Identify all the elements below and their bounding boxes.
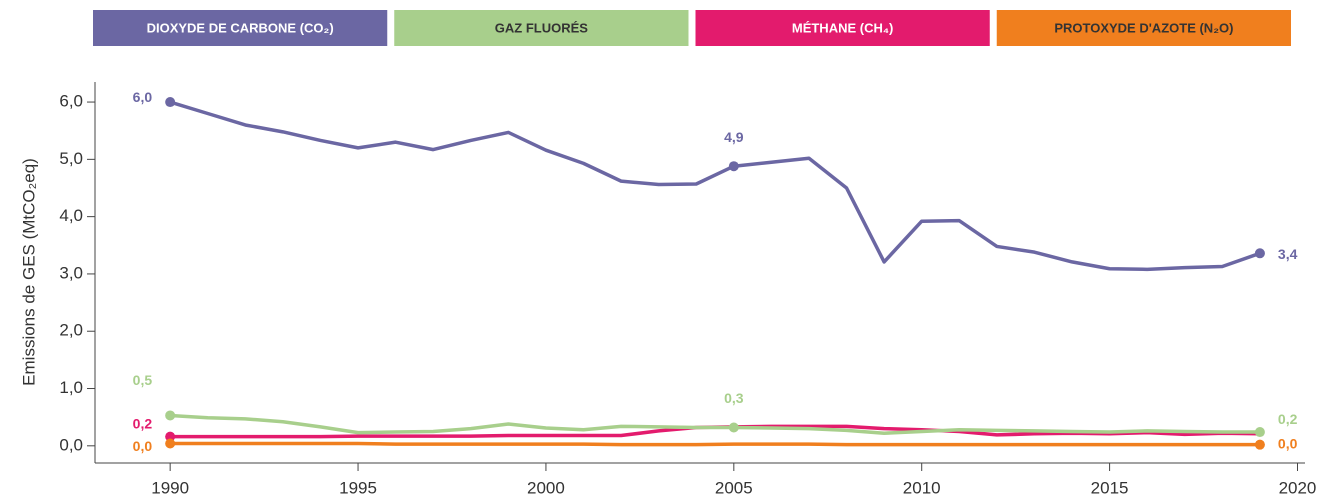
legend-label: MÉTHANE (CH₄)	[792, 20, 894, 35]
value-label: 0,5	[133, 372, 153, 388]
y-tick-label: 0,0	[59, 435, 83, 454]
point	[165, 97, 176, 108]
x-tick-label: 2020	[1279, 478, 1317, 497]
legend-label: DIOXYDE DE CARBONE (CO₂)	[147, 20, 334, 35]
x-tick-label: 2015	[1091, 478, 1129, 497]
series-line	[169, 100, 1261, 272]
y-tick-label: 2,0	[59, 321, 83, 340]
x-tick-label: 2005	[715, 478, 753, 497]
point	[1254, 427, 1265, 438]
legend-swatch	[394, 10, 689, 46]
series-line	[170, 441, 1260, 447]
value-label: 3,4	[1278, 246, 1298, 262]
value-label: 0,3	[724, 390, 744, 406]
point	[728, 161, 739, 172]
y-tick-label: 4,0	[59, 206, 83, 225]
point	[165, 431, 176, 442]
legend-swatch	[996, 10, 1291, 46]
point	[1254, 248, 1265, 259]
point	[165, 410, 176, 421]
value-label: 0,2	[1278, 411, 1298, 427]
value-label: 4,9	[724, 129, 744, 145]
value-label: 0,0	[1278, 435, 1298, 451]
x-tick-label: 1995	[339, 478, 377, 497]
y-tick-label: 5,0	[59, 149, 83, 168]
y-tick-label: 1,0	[59, 378, 83, 397]
legend-label: GAZ FLUORÉS	[495, 20, 588, 35]
x-tick-label: 2000	[527, 478, 565, 497]
value-label: 0,0	[133, 438, 153, 454]
y-tick-label: 6,0	[59, 92, 83, 111]
y-tick-label: 3,0	[59, 263, 83, 282]
legend-swatch	[93, 10, 388, 46]
y-axis-label: Emissions de GES (MtCO₂eq)	[19, 158, 38, 386]
series-line	[170, 413, 1260, 435]
point	[165, 438, 176, 449]
legend-swatch	[695, 10, 990, 46]
value-label: 6,0	[133, 89, 153, 105]
legend-label: PROTOXYDE D'AZOTE (N₂O)	[1054, 20, 1233, 35]
point	[1254, 439, 1265, 450]
value-label: 0,2	[133, 415, 153, 431]
x-tick-label: 1990	[151, 478, 189, 497]
x-tick-label: 2010	[903, 478, 941, 497]
point	[728, 422, 739, 433]
